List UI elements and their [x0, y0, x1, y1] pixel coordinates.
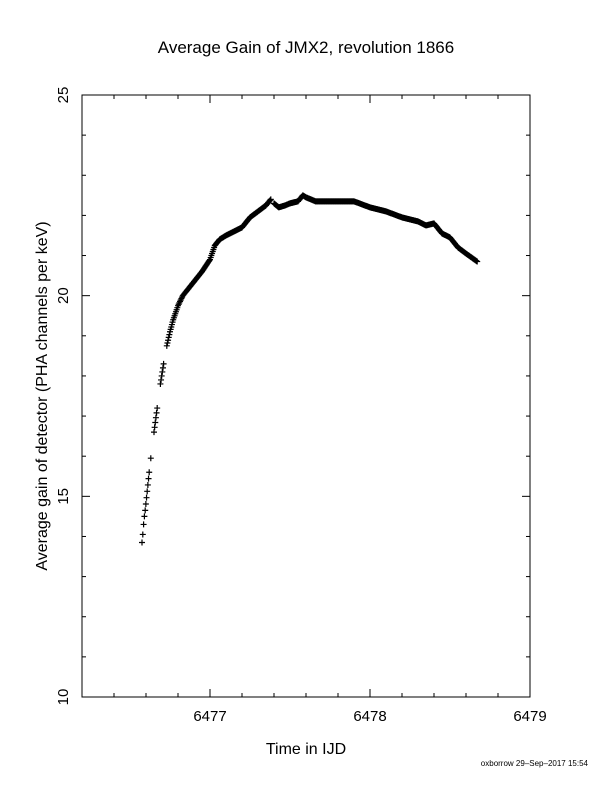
- data-point: [144, 488, 151, 495]
- data-point: [141, 513, 148, 520]
- data-point: [474, 258, 481, 265]
- data-point: [158, 376, 165, 383]
- x-tick-label: 6479: [513, 708, 546, 725]
- data-point: [143, 494, 150, 501]
- plot-frame: [81, 94, 531, 698]
- data-point: [164, 340, 171, 347]
- footer-stamp: oxborrow 29–Sep–2017 15:54: [481, 759, 589, 768]
- data-point: [154, 405, 161, 412]
- axis-ticks: [81, 94, 531, 698]
- data-point: [267, 196, 274, 203]
- data-points: [139, 192, 481, 546]
- x-tick-labels: 6477 6478 6479: [193, 708, 546, 725]
- data-point: [165, 334, 172, 341]
- data-point: [158, 372, 165, 379]
- x-tick-label: 6478: [353, 708, 386, 725]
- data-point: [147, 455, 154, 462]
- data-point: [165, 337, 172, 344]
- data-point: [160, 360, 167, 367]
- data-point: [163, 342, 170, 349]
- data-point: [159, 364, 166, 371]
- data-point: [206, 257, 213, 264]
- y-tick-label: 10: [55, 689, 72, 706]
- data-point: [140, 521, 147, 528]
- data-point: [142, 507, 149, 514]
- data-point: [152, 414, 159, 421]
- data-point: [166, 331, 173, 338]
- data-point: [139, 539, 145, 546]
- y-tick-label: 20: [55, 287, 72, 304]
- data-point: [146, 469, 153, 476]
- data-point: [159, 368, 166, 375]
- data-point: [267, 197, 274, 204]
- x-tick-label: 6477: [193, 708, 226, 725]
- data-point: [157, 380, 164, 387]
- chart-title: Average Gain of JMX2, revolution 1866: [158, 38, 454, 57]
- y-tick-labels: 10 15 20 25: [55, 87, 72, 706]
- data-point: [142, 501, 149, 508]
- data-point: [144, 481, 151, 488]
- data-point: [151, 429, 157, 436]
- data-point: [151, 424, 158, 431]
- data-point: [139, 531, 146, 538]
- x-axis-label: Time in IJD: [266, 741, 346, 758]
- data-point: [145, 475, 152, 482]
- data-point: [153, 409, 160, 416]
- data-point: [152, 419, 159, 426]
- y-tick-label: 15: [55, 488, 72, 505]
- y-axis-label: Average gain of detector (PHA channels p…: [34, 221, 51, 570]
- y-tick-label: 25: [55, 87, 72, 104]
